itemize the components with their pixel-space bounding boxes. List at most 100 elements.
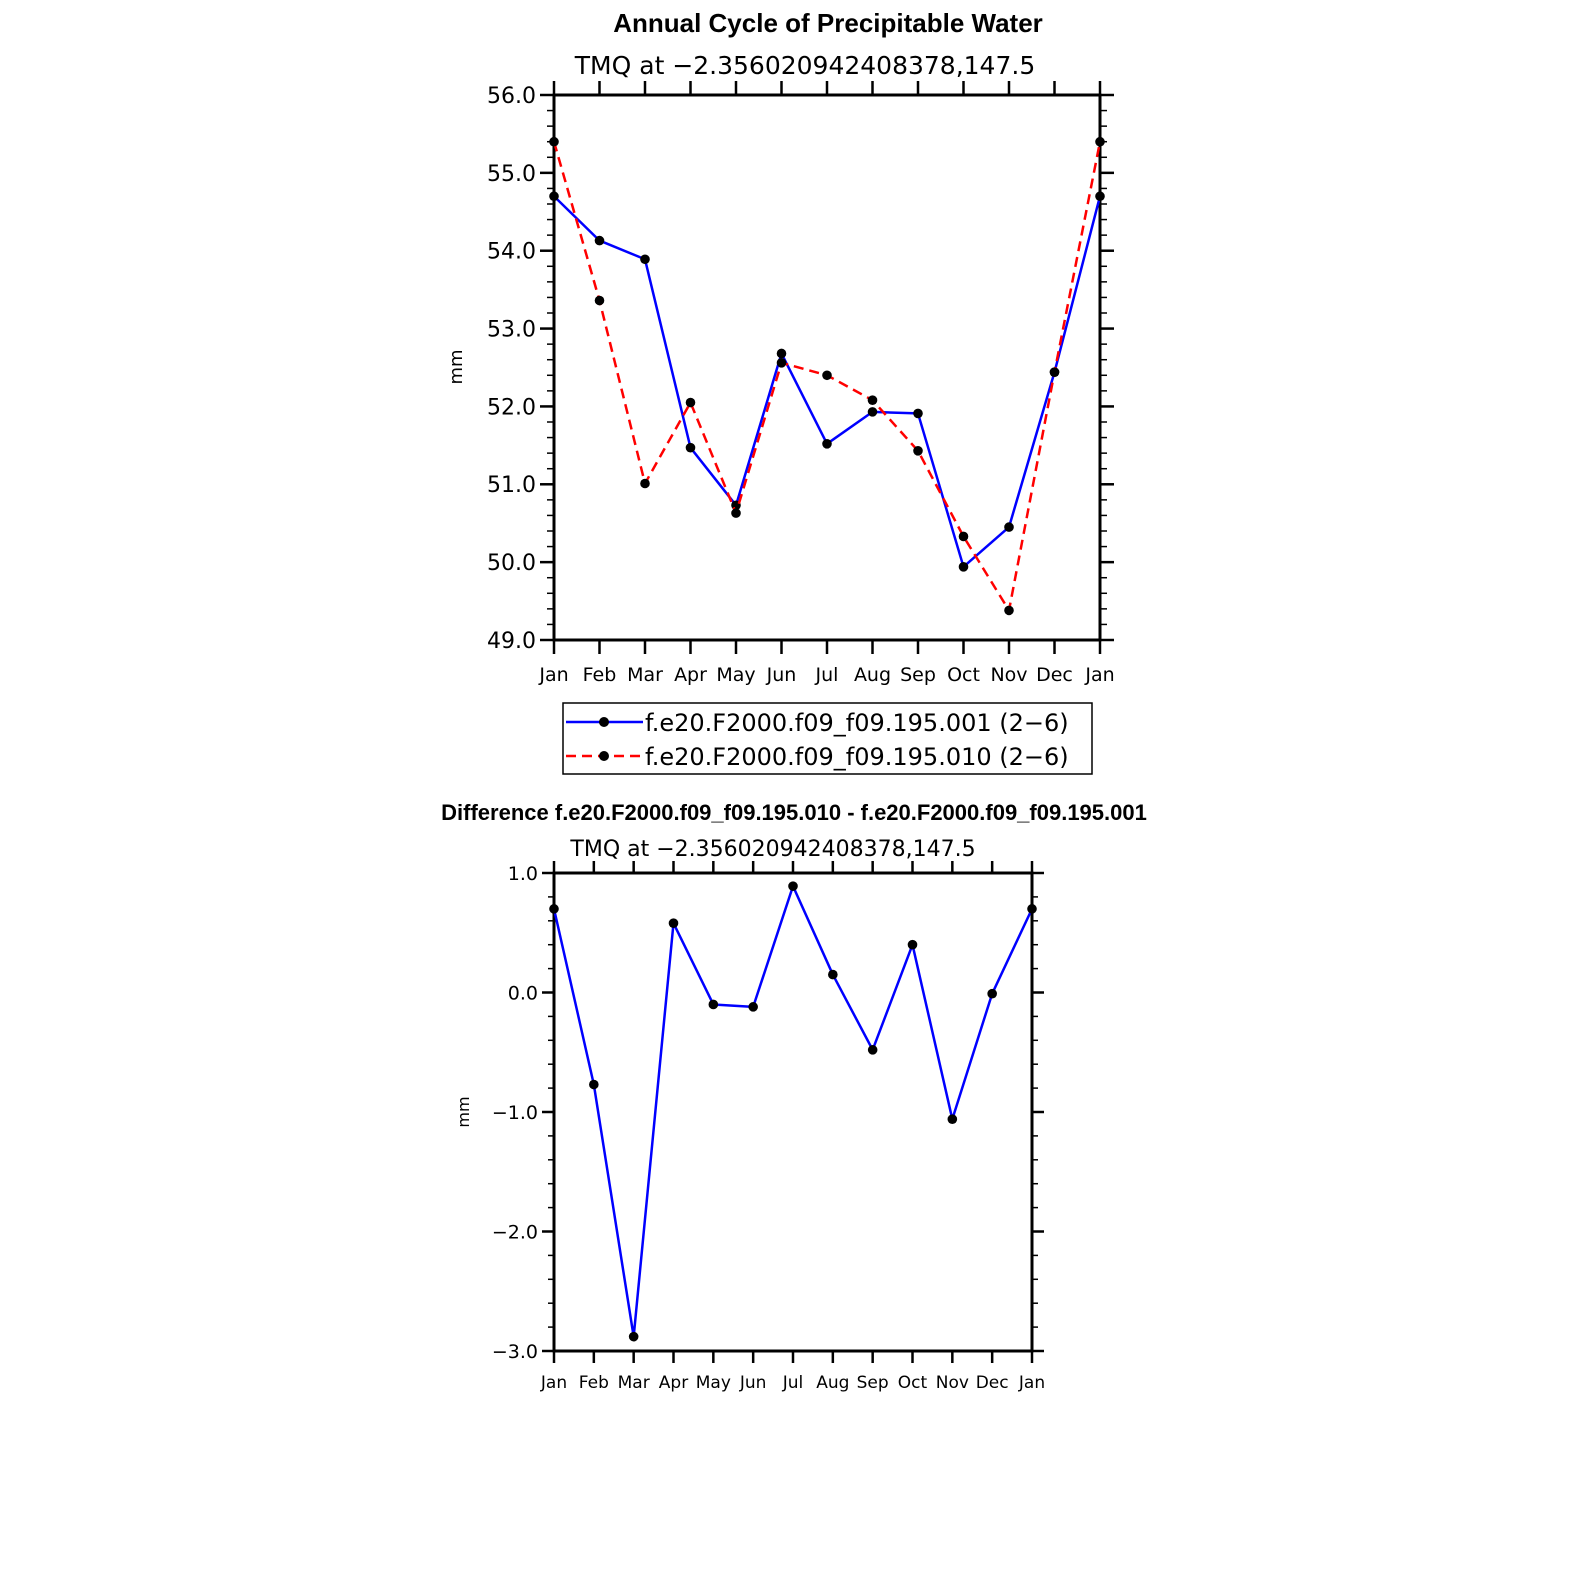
axis-ticks (540, 81, 1114, 654)
y-tick-label: −2.0 (492, 1221, 538, 1243)
chart-subtitle: TMQ at −2.356020942408378,147.5 (569, 837, 975, 862)
x-tick-labels: Jan Feb Mar Apr May Jun Jul Aug Sep Oct Nov Dec Jan (538, 664, 1114, 686)
y-tick-label: 51.0 (487, 473, 536, 498)
data-point (1004, 605, 1014, 616)
chart-title: Annual Cycle of Precipitable Water (613, 8, 1043, 38)
data-point (1095, 136, 1105, 147)
x-tick-label: Apr (659, 1373, 688, 1393)
y-tick-label: 1.0 (508, 863, 538, 885)
data-series (549, 136, 1105, 616)
x-tick-label: Jan (540, 1373, 567, 1393)
data-point (1049, 367, 1060, 377)
data-point (589, 1079, 599, 1090)
y-tick-labels: −3.0 −2.0 −1.0 0.0 1.0 (492, 863, 538, 1363)
data-point (776, 348, 787, 359)
data-point (822, 439, 832, 449)
series-line-1 (552, 884, 1034, 1338)
data-point (549, 191, 559, 202)
data-point (685, 397, 696, 408)
x-tick-label: Aug (816, 1373, 849, 1393)
x-tick-label: Mar (618, 1373, 650, 1393)
data-point (776, 358, 787, 368)
precipitable-water-chart: Annual Cycle of Precipitable Water TMQ a… (446, 8, 1115, 775)
x-tick-label: Jul (782, 1373, 804, 1393)
data-point (913, 408, 923, 419)
data-point (867, 1045, 878, 1055)
axis-ticks (542, 861, 1044, 1363)
x-tick-label: May (716, 664, 755, 686)
data-point (594, 235, 605, 246)
data-point (549, 136, 559, 147)
y-axis-label: mm (454, 1096, 473, 1127)
x-tick-label: Jan (1084, 664, 1114, 686)
data-point (640, 478, 650, 489)
y-tick-label: 52.0 (487, 395, 536, 420)
x-tick-label: Mar (627, 664, 663, 686)
y-tick-label: −1.0 (492, 1102, 538, 1124)
x-tick-label: Jun (766, 664, 797, 686)
y-tick-label: 0.0 (508, 982, 538, 1004)
data-point (731, 508, 741, 518)
legend-label-001: f.e20.F2000.f09_f09.195.001 (2−6) (645, 709, 1069, 737)
data-point (708, 999, 719, 1010)
y-tick-label: 53.0 (487, 317, 536, 342)
x-tick-label: Sep (900, 664, 936, 686)
data-point (748, 1002, 758, 1012)
data-point (628, 1331, 639, 1342)
data-point (987, 988, 997, 999)
data-point (1004, 522, 1014, 532)
y-tick-label: 49.0 (487, 629, 536, 654)
data-point (549, 904, 559, 914)
y-tick-label: 54.0 (487, 240, 536, 265)
x-tick-label: Apr (674, 664, 707, 686)
x-tick-label: Sep (857, 1373, 889, 1393)
legend-box (562, 702, 1093, 775)
y-tick-label: 56.0 (487, 84, 536, 109)
data-point (685, 442, 696, 453)
legend-label-010: f.e20.F2000.f09_f09.195.010 (2−6) (645, 743, 1069, 771)
legend-marker-red (599, 751, 609, 761)
x-tick-label: Jul (815, 664, 839, 686)
x-tick-label: Nov (990, 664, 1027, 686)
x-tick-label: Jan (1018, 1373, 1045, 1393)
x-tick-label: Dec (976, 1373, 1009, 1393)
plot-frame (552, 871, 1034, 1353)
x-tick-label: Feb (583, 664, 617, 686)
series-line-1 (553, 195, 1102, 569)
x-tick-label: Dec (1036, 664, 1073, 686)
y-tick-label: −3.0 (492, 1341, 538, 1363)
chart-subtitle: TMQ at −2.356020942408378,147.5 (574, 51, 1035, 80)
x-tick-label: Oct (947, 664, 980, 686)
data-point (867, 395, 878, 406)
data-point (788, 881, 798, 891)
y-axis-label: mm (446, 349, 467, 384)
difference-chart: Difference f.e20.F2000.f09_f09.195.010 -… (441, 800, 1147, 1393)
data-point (640, 254, 650, 265)
data-point (958, 562, 969, 572)
x-tick-label: May (696, 1373, 731, 1393)
data-point (867, 407, 878, 417)
x-tick-label: Jan (538, 664, 568, 686)
data-point (822, 370, 832, 381)
data-point (907, 939, 918, 950)
plot-frame (552, 93, 1102, 642)
x-tick-labels: Jan Feb Mar Apr May Jun Jul Aug Sep Oct Nov Dec Jan (540, 1373, 1045, 1393)
x-tick-label: Jun (739, 1373, 767, 1393)
y-tick-label: 55.0 (487, 162, 536, 187)
x-tick-label: Nov (936, 1373, 969, 1393)
data-point (1095, 191, 1105, 202)
x-tick-label: Aug (854, 664, 891, 686)
data-point (947, 1114, 958, 1124)
data-point (594, 295, 605, 306)
x-tick-label: Oct (898, 1373, 928, 1393)
y-tick-labels: 49.0 50.0 51.0 52.0 53.0 54.0 55.0 56.0 (487, 84, 536, 654)
data-point (668, 918, 679, 928)
data-series (549, 881, 1037, 1342)
data-point (913, 446, 923, 456)
y-tick-label: 50.0 (487, 551, 536, 576)
x-tick-label: Feb (579, 1373, 609, 1393)
chart-title: Difference f.e20.F2000.f09_f09.195.010 -… (441, 800, 1147, 825)
legend: f.e20.F2000.f09_f09.195.001 (2−6) f.e20.… (562, 702, 1093, 775)
data-point (1027, 904, 1037, 914)
